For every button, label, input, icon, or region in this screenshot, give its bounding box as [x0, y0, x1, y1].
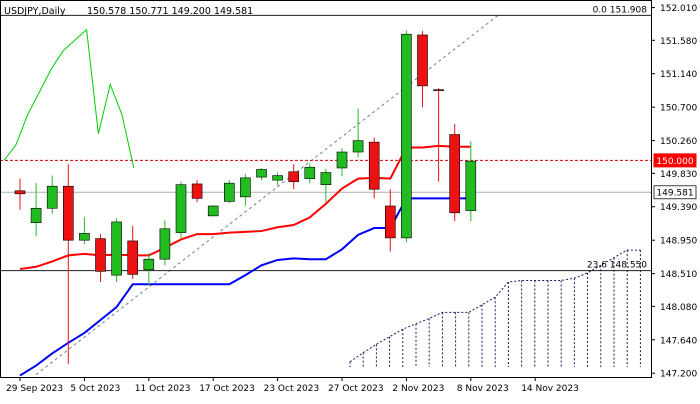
bullish-candle — [224, 182, 235, 202]
y-tick-label: 150.260 — [660, 137, 697, 147]
bullish-candle — [304, 166, 316, 179]
ichimoku-cloud — [349, 249, 641, 368]
ohlc-readout: 150.578 150.771 149.200 149.581 — [87, 6, 253, 17]
symbol-label: USDJPY,Daily — [4, 6, 66, 17]
fib-level-label: 23.6 148.550 — [587, 261, 647, 271]
x-tick-label: 2 Nov 2023 — [392, 384, 444, 394]
indicator-lines — [3, 28, 471, 377]
level-price-tag — [653, 185, 697, 200]
bearish-candle — [191, 183, 203, 199]
x-tick-label: 27 Oct 2023 — [328, 384, 384, 394]
y-tick-label: 151.580 — [660, 37, 697, 47]
bullish-candle — [336, 151, 348, 169]
bearish-candle — [14, 190, 26, 195]
candlesticks — [14, 30, 477, 365]
bullish-candle — [207, 205, 219, 217]
x-tick-label: 5 Oct 2023 — [70, 384, 120, 394]
bearish-candle — [384, 205, 396, 239]
bearish-candle — [433, 89, 444, 91]
plot-frame — [0, 0, 652, 378]
bullish-candle — [272, 175, 283, 181]
bullish-candle — [143, 258, 155, 271]
bullish-candle — [46, 185, 58, 209]
horizontal-levels: 150.000 149.581 — [0, 153, 697, 200]
chikou-span-line — [3, 28, 135, 169]
y-tick-label: 148.510 — [660, 270, 697, 280]
fib-level-label: 0.0 151.908 — [593, 5, 648, 15]
x-tick-label: 29 Sep 2023 — [6, 384, 63, 394]
x-tick-label: 11 Oct 2023 — [135, 384, 191, 394]
bullish-candle — [465, 160, 477, 211]
level-price-label: 150.000 — [656, 157, 693, 167]
bullish-candle — [30, 207, 42, 224]
y-tick-label: 147.200 — [660, 370, 697, 380]
bullish-candle — [320, 172, 332, 185]
x-tick-label: 23 Oct 2023 — [264, 384, 320, 394]
bullish-candle — [352, 140, 364, 153]
y-tick-label: 150.700 — [660, 104, 697, 114]
y-tick-label: 149.830 — [660, 170, 697, 180]
level-price-label: 149.581 — [656, 189, 693, 199]
bullish-candle — [401, 33, 412, 239]
bearish-candle — [95, 238, 106, 272]
y-tick-label: 152.010 — [660, 4, 697, 14]
bearish-candle — [449, 134, 461, 214]
cloud-upper-edge — [349, 249, 641, 363]
y-tick-label: 148.080 — [660, 303, 697, 313]
kijun-senline — [19, 197, 471, 377]
bullish-candle — [175, 184, 187, 233]
price-axis: 147.200 147.640 148.080 148.510 148.950 149.3… — [651, 4, 697, 380]
y-tick-label: 147.640 — [660, 336, 697, 346]
bullish-candle — [111, 221, 122, 276]
bullish-candle — [79, 233, 90, 241]
x-tick-label: 14 Nov 2023 — [521, 384, 579, 394]
bearish-candle — [417, 34, 428, 87]
y-tick-label: 151.140 — [660, 70, 697, 80]
bullish-candle — [240, 177, 251, 198]
time-axis: 29 Sep 2023 5 Oct 2023 11 Oct 2023 17 Oct 2… — [6, 377, 579, 394]
bullish-candle — [256, 169, 267, 178]
y-tick-label: 148.950 — [660, 237, 697, 247]
y-tick-label: 149.390 — [660, 203, 697, 213]
bearish-candle — [368, 141, 380, 190]
bearish-candle — [62, 185, 74, 241]
bearish-candle — [288, 171, 300, 182]
level-price-tag — [653, 153, 697, 168]
bearish-candle — [127, 240, 138, 275]
x-tick-label: 8 Nov 2023 — [457, 384, 509, 394]
x-tick-label: 17 Oct 2023 — [199, 384, 255, 394]
bullish-candle — [159, 228, 171, 260]
tenkan-senline — [19, 144, 471, 271]
